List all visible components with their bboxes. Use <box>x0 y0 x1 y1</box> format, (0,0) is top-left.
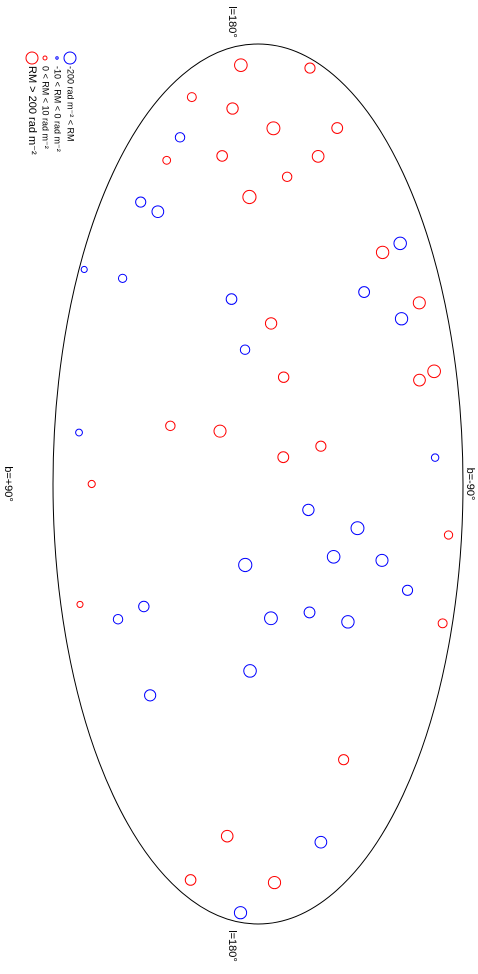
top-label: l=180° <box>226 6 238 38</box>
rm-point <box>266 121 281 136</box>
rm-point <box>80 265 88 274</box>
rm-point <box>443 530 454 540</box>
legend-label: -200 rad m⁻² < RM <box>66 66 76 142</box>
rm-point <box>264 611 278 626</box>
rm-point <box>302 503 315 517</box>
rm-point <box>135 196 147 208</box>
rm-point <box>213 424 227 438</box>
rm-point <box>233 906 248 920</box>
rm-point <box>174 132 186 143</box>
rm-point <box>311 150 325 163</box>
rm-point <box>267 875 282 890</box>
rm-point <box>277 451 290 464</box>
rm-point <box>341 615 355 629</box>
rm-point <box>75 428 83 437</box>
rm-point <box>315 440 327 452</box>
bottom-label: l=180° <box>226 930 238 962</box>
rm-point <box>394 312 409 326</box>
rm-point <box>350 521 365 536</box>
rm-point <box>375 245 390 260</box>
rm-point <box>165 420 176 432</box>
rm-point <box>242 189 257 205</box>
rm-point <box>264 317 278 330</box>
rm-point <box>401 584 414 596</box>
rm-point <box>138 600 150 613</box>
rm-point <box>112 613 124 625</box>
legend-symbol <box>25 51 39 65</box>
legend-label: RM > 200 rad m⁻² <box>26 66 38 155</box>
legend-symbol <box>55 56 59 60</box>
rm-point <box>304 62 316 74</box>
rm-point <box>437 618 448 629</box>
rm-point <box>225 293 238 305</box>
legend-label: 0 < RM < 10 rad m⁻² <box>41 66 51 149</box>
legend-symbol <box>42 55 48 61</box>
rm-point <box>331 122 344 134</box>
rm-point <box>144 689 157 702</box>
rm-point <box>87 479 96 489</box>
rm-point <box>117 273 128 283</box>
left-label: b=+90° <box>2 466 14 502</box>
rm-point <box>314 835 328 849</box>
rm-point <box>186 92 197 103</box>
map-outline <box>52 43 464 925</box>
rm-point <box>358 286 371 298</box>
rm-point <box>326 549 341 564</box>
rm-point <box>430 453 440 462</box>
rm-point <box>234 58 248 72</box>
rm-point <box>393 236 407 251</box>
rm-point <box>412 296 426 310</box>
rm-point <box>184 874 197 886</box>
rm-point <box>375 553 389 567</box>
rm-point <box>226 102 239 115</box>
rm-point <box>239 344 251 355</box>
rm-point <box>277 371 290 383</box>
rm-point <box>220 829 234 843</box>
rm-point <box>243 664 257 678</box>
points <box>75 58 454 920</box>
rm-point <box>413 373 426 387</box>
rm-point <box>76 600 84 608</box>
legend-label: -10 < RM < 0 rad m⁻² <box>53 66 63 152</box>
legend-symbol <box>63 51 77 65</box>
rm-point <box>338 754 350 766</box>
rm-point <box>238 557 253 573</box>
rm-point <box>281 171 293 183</box>
legend: RM > 200 rad m⁻² 0 < RM < 10 rad m⁻² -10 <… <box>25 51 77 155</box>
rm-point <box>151 205 165 219</box>
right-label: b=-90° <box>464 468 476 501</box>
rm-point <box>216 150 228 162</box>
rm-point <box>427 364 441 379</box>
rm-point <box>162 155 172 165</box>
rm-point <box>303 606 316 619</box>
